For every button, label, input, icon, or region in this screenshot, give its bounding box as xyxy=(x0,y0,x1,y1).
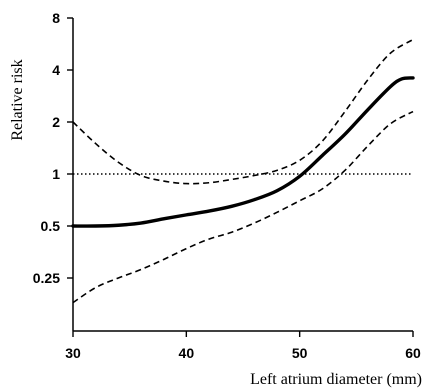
x-tick-label: 30 xyxy=(65,345,81,361)
x-tick-label: 60 xyxy=(405,345,421,361)
y-axis-title: Relative risk xyxy=(9,59,26,140)
x-axis-title: Left atrium diameter (mm) xyxy=(250,371,422,388)
y-tick-label: 4 xyxy=(52,62,60,78)
series-layer xyxy=(71,38,415,304)
y-tick-label: 1 xyxy=(52,166,60,182)
series-lower-ci xyxy=(72,110,414,304)
x-tick-label: 40 xyxy=(179,345,195,361)
y-tick-label: 2 xyxy=(52,114,60,130)
series-estimate xyxy=(71,76,415,228)
y-tick-label: 0.5 xyxy=(41,218,61,234)
y-tick-label: 8 xyxy=(52,10,60,26)
x-tick-label: 50 xyxy=(292,345,308,361)
series-upper-ci xyxy=(72,38,414,185)
ticks-layer: 0.25 0.5 1 2 4 8 30 40 50 60 xyxy=(33,10,421,361)
y-tick-label: 0.25 xyxy=(33,270,60,286)
